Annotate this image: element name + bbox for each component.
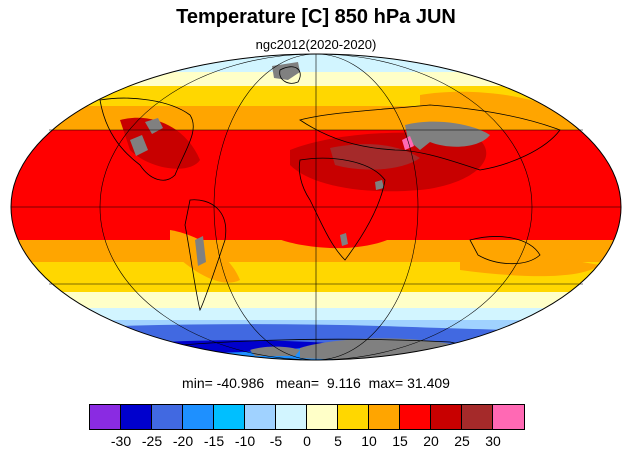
hot-north-america <box>120 117 200 169</box>
colorbar-tick-label: 0 <box>303 433 311 449</box>
min-value: -40.986 <box>216 375 265 391</box>
colorbar-swatch <box>431 405 462 429</box>
min-label: min= <box>182 375 213 391</box>
max-value: 31.409 <box>407 375 450 391</box>
world-temperature-map <box>10 53 622 361</box>
colorbar-tick-label: -30 <box>110 433 132 449</box>
statistics-line: min= -40.986 mean= 9.116 max= 31.409 <box>0 375 632 391</box>
colorbar-swatch <box>338 405 369 429</box>
colorbar-swatch <box>121 405 152 429</box>
colorbar-swatch <box>214 405 245 429</box>
mean-value: 9.116 <box>326 375 361 391</box>
colorbar-swatch <box>245 405 276 429</box>
hotspot-max <box>402 136 414 150</box>
colorbar-swatch <box>307 405 338 429</box>
colorbar-tick-label: -25 <box>141 433 163 449</box>
colorbar-tick-label: -15 <box>203 433 225 449</box>
andes-mask <box>195 236 206 266</box>
max-label: max= <box>368 375 404 391</box>
colorbar-tick-label: -10 <box>234 433 256 449</box>
colorbar-tick-label: 30 <box>485 433 501 449</box>
colorbar-tick-label: 25 <box>454 433 470 449</box>
colorbar-swatch <box>462 405 493 429</box>
hottest-sahara <box>330 144 420 170</box>
colorbar-swatch <box>152 405 183 429</box>
colorbar-swatch <box>400 405 431 429</box>
colorbar-tick-label: 10 <box>361 433 377 449</box>
map-border <box>10 53 622 361</box>
chart-subtitle: ngc2012(2020-2020) <box>255 37 377 52</box>
colorbar-swatch <box>183 405 214 429</box>
colorbar-tick-label: 5 <box>334 433 342 449</box>
tibet-mask <box>405 121 490 150</box>
colorbar-swatch <box>276 405 307 429</box>
colorbar-swatch <box>369 405 400 429</box>
mean-label: mean= <box>275 375 320 391</box>
colorbar <box>89 404 525 430</box>
colorbar-ticks: -30 -25 -20 -15 -10 -5 0 5 10 15 20 25 30 <box>0 433 632 453</box>
chart-title: Temperature [C] 850 hPa JUN <box>176 6 456 28</box>
colorbar-tick-label: -5 <box>269 433 283 449</box>
colorbar-tick-label: -20 <box>172 433 194 449</box>
colorbar-swatch <box>493 405 524 429</box>
colorbar-swatch <box>90 405 121 429</box>
colorbar-tick-label: 15 <box>392 433 408 449</box>
colorbar-tick-label: 20 <box>423 433 439 449</box>
